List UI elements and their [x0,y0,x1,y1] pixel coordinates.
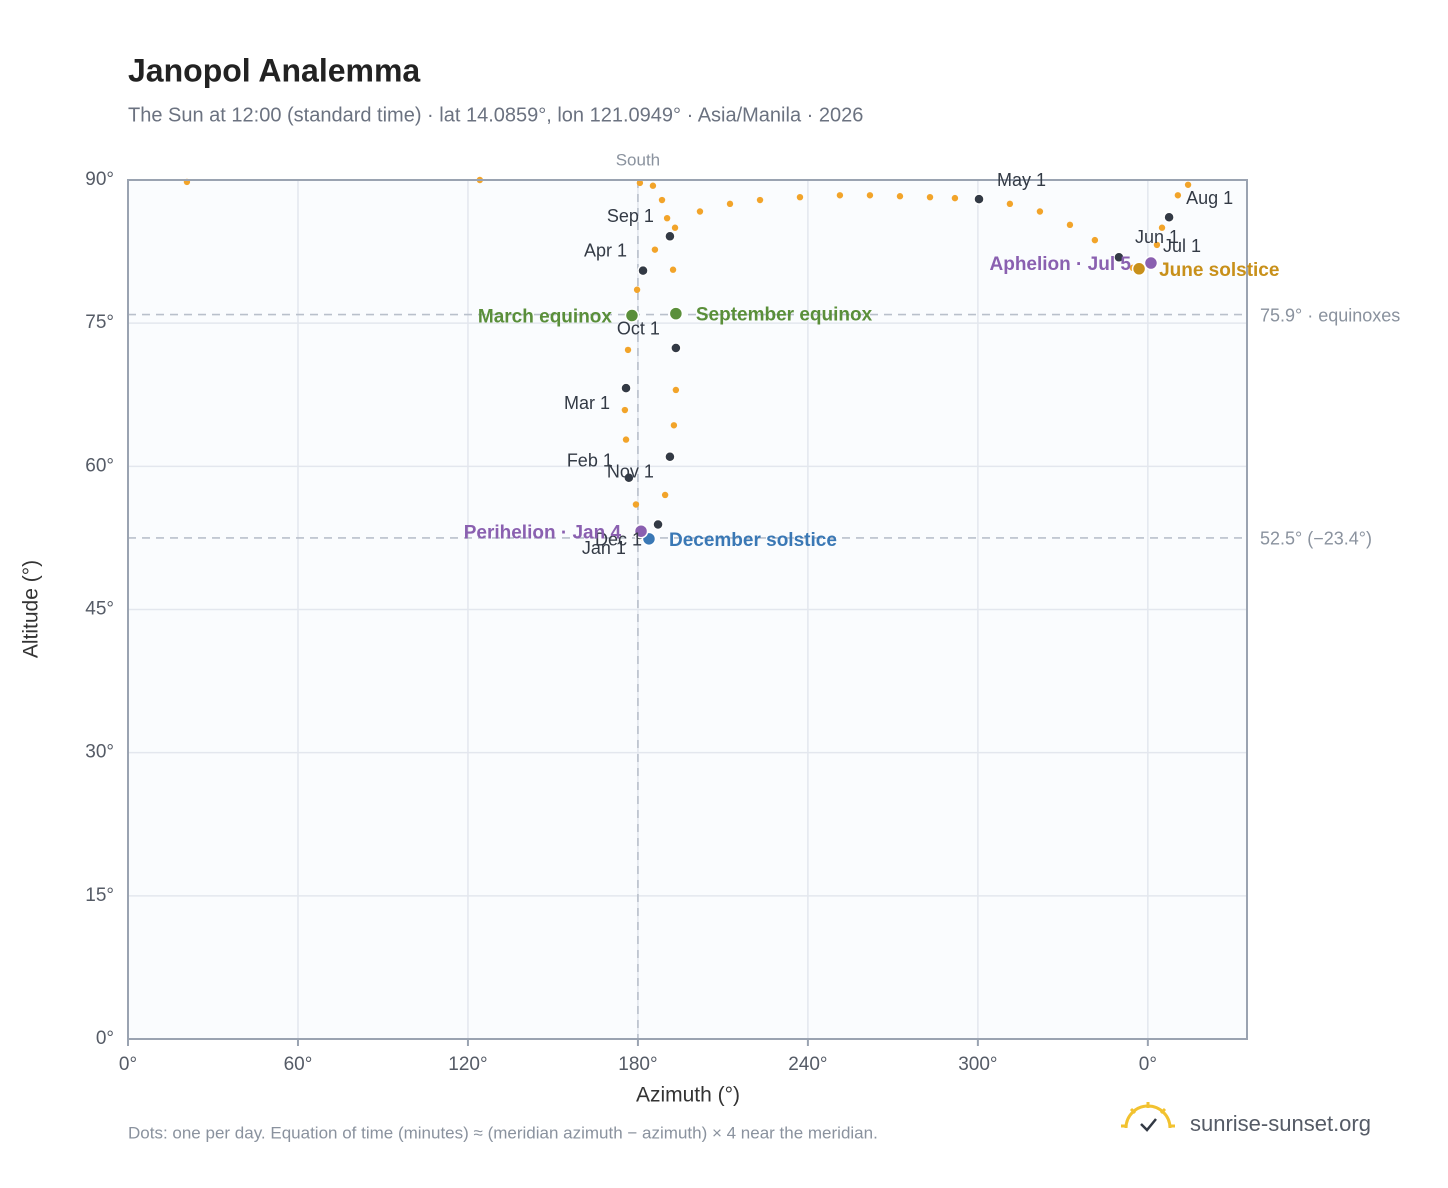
sun-dot [1066,221,1074,229]
y-tick-label: 0° [96,1028,114,1049]
month-label: Feb 1 [567,451,613,471]
sun-dot [633,286,641,293]
y-tick-label: 45° [85,599,114,620]
event-label: Aphelion · Jul 5 [990,254,1132,275]
month-marker [670,342,682,354]
x-tick-label: 240° [788,1054,827,1075]
month-marker [652,518,664,531]
sun-dot [661,491,669,499]
brand: sunrise-sunset.org [1190,1111,1371,1136]
month-label: Oct 1 [617,319,660,339]
sun-dot [756,196,764,204]
sun-dot [1174,192,1182,199]
reference-label: 52.5° (−23.4°) [1260,529,1372,549]
month-label: Dec 1 [595,529,642,549]
plot-frame [127,179,1248,1040]
x-tick-label: 60° [284,1054,313,1075]
chart-title: Janopol Analemma [128,52,420,88]
event-label: September equinox [696,305,873,326]
month-label: Jun 1 [1135,227,1179,247]
month-label: Jul 1 [1163,236,1201,256]
sun-dot [1158,224,1166,231]
chart-subtitle: The Sun at 12:00 (standard time) · lat 1… [128,104,863,126]
y-tick-label: 15° [85,885,114,906]
event-marker [633,523,649,539]
month-marker [664,230,676,243]
meridian-label: South [616,150,660,169]
month-marker [973,193,985,205]
reference-label: 75.9° · equinoxes [1260,305,1400,325]
month-label: Apr 1 [584,240,627,260]
event-marker [624,308,640,323]
month-label: May 1 [997,170,1046,190]
y-axis-label: Altitude (°) [20,560,43,658]
sun-dot [621,406,629,414]
sun-dot [636,179,644,187]
sun-dot [696,208,704,215]
sun-dot [726,200,734,208]
sun-dot [624,346,632,354]
month-label: Aug 1 [1186,188,1233,208]
event-label: Perihelion · Jan 4 [464,522,622,543]
month-marker [623,472,635,484]
x-tick-label: 300° [958,1054,997,1075]
sun-dot [649,182,657,189]
sun-dot [632,501,640,508]
y-tick-label: 75° [85,312,114,333]
sun-dot [951,194,959,202]
sun-dot [663,214,671,222]
month-label: Jan 1 [582,538,626,558]
sun-dot [926,193,934,201]
sun-dot [658,196,666,204]
event-label: June solstice [1159,260,1279,281]
event-label: March equinox [478,307,613,328]
month-marker [664,451,676,463]
sun-dot [836,192,844,199]
sun-dot [671,224,679,231]
sun-dot [1036,208,1044,215]
event-marker [1143,255,1159,271]
month-label: Mar 1 [564,393,610,413]
month-marker [1113,251,1125,264]
month-marker [637,264,649,277]
y-tick-label: 30° [85,742,114,763]
sun-dot [896,193,904,200]
sun-dot [1184,181,1192,188]
brand-logo [1121,1102,1175,1132]
sun-dot [1006,200,1014,208]
x-axis-label: Azimuth (°) [636,1084,740,1107]
y-tick-label: 60° [85,455,114,476]
month-marker [1163,211,1175,223]
x-tick-label: 180° [618,1054,657,1075]
y-tick-label: 90° [85,169,114,190]
sun-dot [622,436,630,443]
sun-dot [669,266,677,273]
sun-dot [651,246,659,253]
month-label: Sep 1 [607,206,654,226]
sun-dot [1153,241,1161,249]
x-tick-label: 120° [448,1054,487,1075]
x-tick-label: 0° [1139,1054,1157,1075]
event-label: December solstice [669,530,837,551]
sun-dot [670,422,678,429]
event-marker [668,306,684,321]
month-marker [620,382,632,394]
x-tick-label: 0° [119,1054,137,1075]
sun-dot [1091,236,1099,244]
event-marker [1131,261,1147,277]
sun-dot [866,192,874,199]
month-label: Nov 1 [607,462,654,482]
sun-dot [796,193,804,201]
sun-dot [672,386,680,394]
footnote: Dots: one per day. Equation of time (min… [128,1123,878,1142]
